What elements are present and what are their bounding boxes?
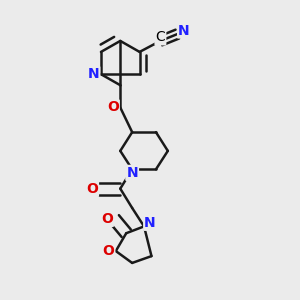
Text: O: O	[101, 212, 113, 226]
Text: N: N	[126, 166, 138, 180]
Text: N: N	[178, 23, 190, 38]
Text: O: O	[86, 182, 98, 196]
Text: N: N	[88, 67, 99, 81]
Text: O: O	[107, 100, 119, 115]
Text: N: N	[144, 216, 156, 230]
Text: O: O	[103, 244, 114, 258]
Text: C: C	[155, 30, 165, 44]
